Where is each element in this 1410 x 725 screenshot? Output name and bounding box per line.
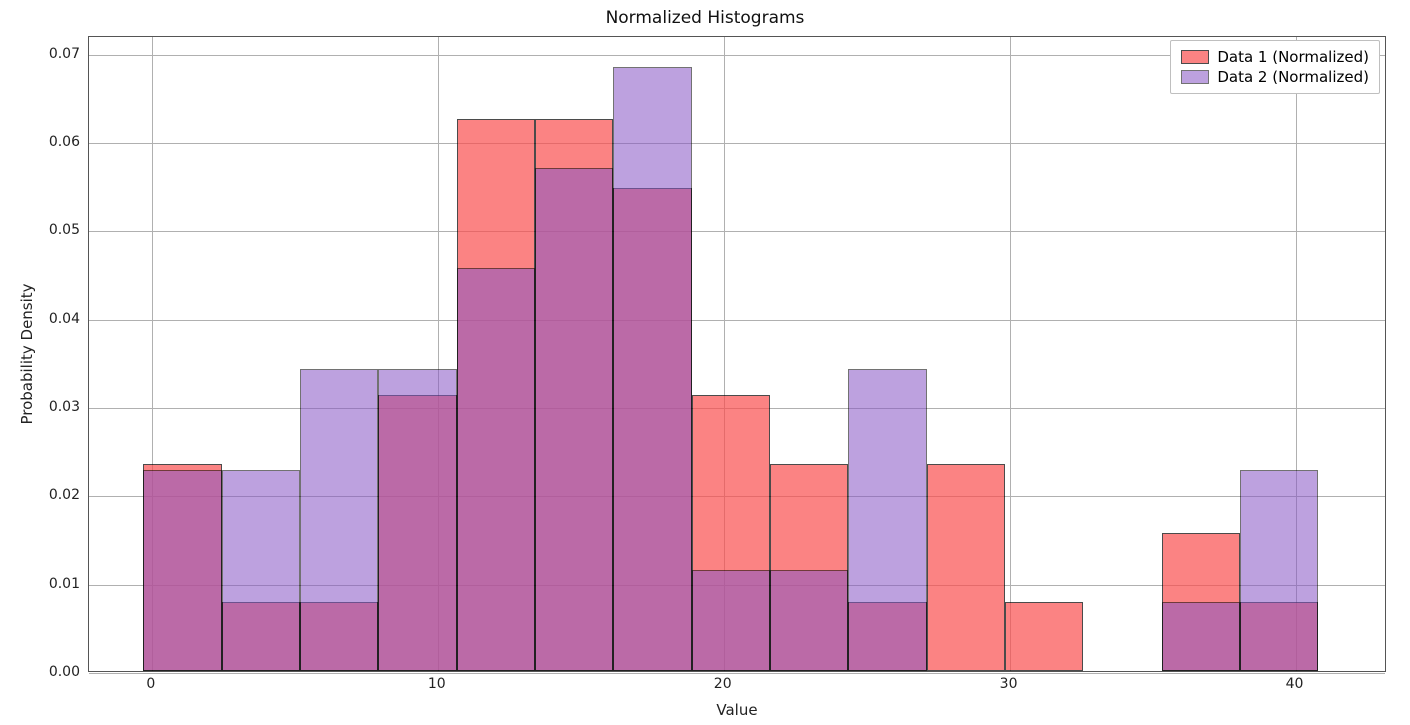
grid-line-horizontal <box>89 231 1385 232</box>
y-tick-label: 0.07 <box>49 46 80 62</box>
legend-label: Data 2 (Normalized) <box>1217 68 1369 86</box>
x-tick-label: 0 <box>146 676 155 692</box>
y-axis-label: Probability Density <box>18 283 36 424</box>
y-tick-label: 0.00 <box>49 664 80 680</box>
x-tick-label: 20 <box>714 676 732 692</box>
bar-series-2 <box>692 570 770 671</box>
bar-series-2 <box>770 570 848 671</box>
bar-series-2 <box>457 268 535 671</box>
y-tick-container: 0.000.010.020.030.040.050.060.07 <box>0 36 88 672</box>
legend-swatch <box>1181 50 1209 64</box>
legend: Data 1 (Normalized) Data 2 (Normalized) <box>1170 40 1380 94</box>
bar-series-2 <box>848 369 926 671</box>
bar-series-2 <box>300 369 378 671</box>
plot-area <box>88 36 1386 672</box>
x-tick-label: 30 <box>1000 676 1018 692</box>
y-tick-label: 0.03 <box>49 399 80 415</box>
bar-series-2 <box>1162 602 1240 671</box>
chart-title: Normalized Histograms <box>0 8 1410 28</box>
grid-line-horizontal <box>89 143 1385 144</box>
x-tick-label: 10 <box>428 676 446 692</box>
y-tick-label: 0.05 <box>49 222 80 238</box>
bar-series-2 <box>222 470 300 671</box>
bar-series-1 <box>1005 602 1083 671</box>
legend-item: Data 2 (Normalized) <box>1181 67 1369 87</box>
bar-series-2 <box>535 168 613 672</box>
legend-label: Data 1 (Normalized) <box>1217 48 1369 66</box>
legend-swatch <box>1181 70 1209 84</box>
y-tick-label: 0.01 <box>49 576 80 592</box>
bar-series-1 <box>927 464 1005 671</box>
bar-series-2 <box>143 470 221 671</box>
bar-series-2 <box>378 369 456 671</box>
grid-line-horizontal <box>89 320 1385 321</box>
y-tick-label: 0.06 <box>49 134 80 150</box>
x-tick-label: 40 <box>1286 676 1304 692</box>
bar-series-2 <box>1240 470 1318 671</box>
bar-series-2 <box>613 67 691 671</box>
legend-item: Data 1 (Normalized) <box>1181 47 1369 67</box>
histogram-chart: Normalized Histograms 0 10 20 30 40 0.00 0.01… <box>0 0 1410 725</box>
y-tick-label: 0.04 <box>49 311 80 327</box>
x-tick-container: 0 10 20 30 40 <box>88 672 1386 702</box>
y-tick-label: 0.02 <box>49 487 80 503</box>
grid-line-vertical <box>1010 37 1011 671</box>
x-axis-label: Value <box>716 701 757 719</box>
